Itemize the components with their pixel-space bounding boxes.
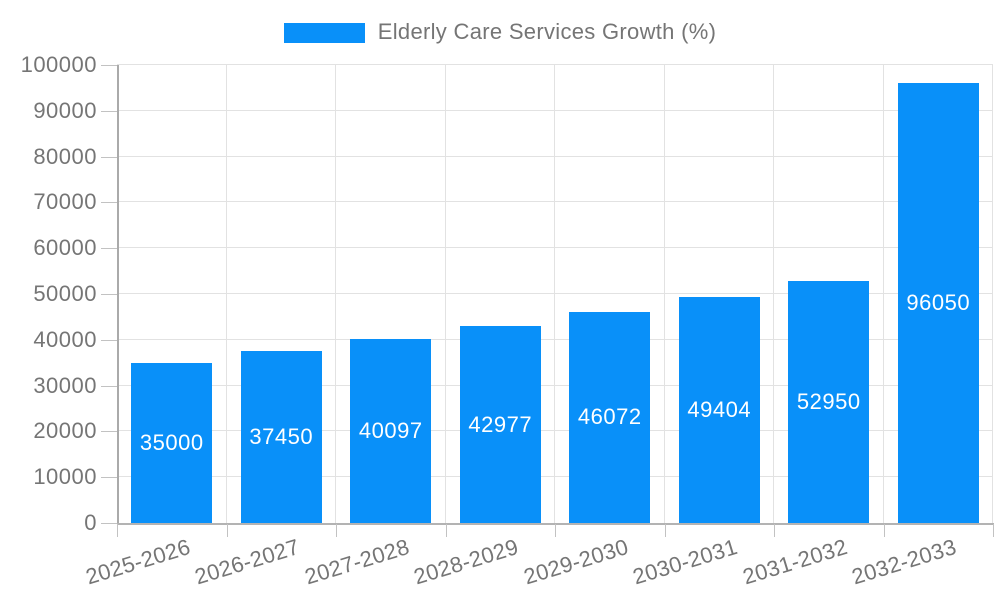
y-axis-tick <box>101 65 117 66</box>
gridline-horizontal <box>117 109 993 111</box>
gridline-vertical <box>992 65 993 523</box>
bar-value-label: 37450 <box>249 424 314 450</box>
gridline-vertical <box>663 65 665 523</box>
plot-area: 35000 37450 40097 42977 46072 49404 52950 96050 <box>117 64 993 523</box>
y-tick-label: 100000 <box>20 52 97 77</box>
y-axis-tick <box>101 110 117 112</box>
bar-2025-2026[interactable] <box>131 362 213 523</box>
x-axis-tick <box>555 524 556 537</box>
y-axis-tick <box>101 248 117 250</box>
gridline-horizontal <box>117 430 993 432</box>
y-tick-label: 60000 <box>33 235 97 261</box>
y-axis-line <box>117 65 119 523</box>
y-tick-label: 10000 <box>33 464 97 490</box>
x-axis-tick <box>445 524 447 537</box>
y-axis-tick <box>101 385 117 387</box>
y-tick-label: 90000 <box>33 97 97 123</box>
y-tick-label: 40000 <box>33 326 97 352</box>
bar-value-label: 35000 <box>139 429 204 455</box>
gridline-vertical <box>554 65 555 523</box>
bar-value-label: 46072 <box>577 404 642 430</box>
gridline-horizontal <box>117 247 993 249</box>
y-tick-label: 70000 <box>33 189 97 215</box>
y-tick-label: 20000 <box>33 418 97 444</box>
legend-swatch[interactable] <box>283 23 365 43</box>
bar-2031-2032[interactable] <box>788 280 870 523</box>
y-axis-tick <box>101 294 117 295</box>
gridline-vertical <box>335 65 336 523</box>
bar-value-label: 42977 <box>468 411 533 437</box>
gridline-horizontal <box>117 384 993 386</box>
x-axis-tick <box>117 524 118 537</box>
gridline-vertical <box>225 65 227 523</box>
bar-2028-2029[interactable] <box>459 326 541 523</box>
bar-value-label: 96050 <box>906 290 971 316</box>
y-tick-label: 80000 <box>33 143 97 169</box>
y-tick-label: 0 <box>84 510 97 535</box>
y-axis-tick <box>101 339 117 341</box>
x-axis-tick <box>226 524 228 537</box>
y-axis-tick <box>101 156 117 158</box>
gridline-horizontal <box>117 476 993 478</box>
gridline-horizontal <box>117 293 993 294</box>
gridline-vertical <box>773 65 774 523</box>
y-axis-tick <box>101 202 117 204</box>
x-axis-tick <box>774 524 775 537</box>
gridline-horizontal <box>117 201 993 203</box>
y-tick-label: 30000 <box>33 372 97 398</box>
legend[interactable]: Elderly Care Services Growth (%) <box>0 19 1000 45</box>
x-axis-tick <box>336 524 337 537</box>
x-axis-tick <box>883 524 885 537</box>
x-axis-tick <box>993 524 994 537</box>
bar-2032-2033[interactable] <box>897 83 979 523</box>
bar-2030-2031[interactable] <box>678 296 760 523</box>
legend-label: Elderly Care Services Growth (%) <box>377 19 717 44</box>
y-axis-tick <box>101 431 117 433</box>
x-axis-tick <box>664 524 666 537</box>
y-tick-label: 50000 <box>33 281 97 306</box>
gridline-horizontal <box>117 64 993 65</box>
y-axis-tick <box>101 523 117 524</box>
bar-2029-2030[interactable] <box>569 312 651 523</box>
gridline-vertical <box>444 65 446 523</box>
bar-value-label: 49404 <box>687 396 752 422</box>
gridline-horizontal <box>117 155 993 157</box>
bar-2027-2028[interactable] <box>350 339 432 523</box>
bar-2026-2027[interactable] <box>240 351 322 523</box>
gridline-horizontal <box>117 338 993 340</box>
y-axis-tick <box>101 477 117 479</box>
bar-value-label: 52950 <box>796 388 861 414</box>
bar-value-label: 40097 <box>358 418 423 444</box>
gridline-vertical <box>882 65 884 523</box>
